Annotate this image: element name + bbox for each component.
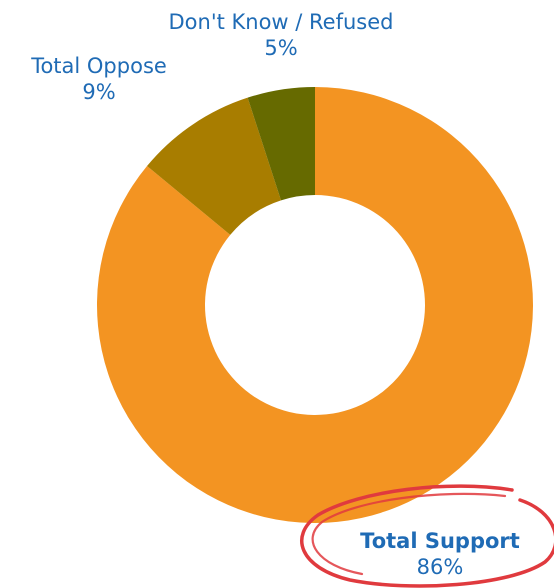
slice-label-total-support-name: Total Support <box>360 529 520 553</box>
slice-total-support <box>96 87 534 523</box>
slice-label-dont-know: Don't Know / Refused 5% <box>148 9 414 61</box>
slice-label-dont-know-name: Don't Know / Refused <box>168 10 394 34</box>
slice-label-total-oppose-name: Total Oppose <box>31 54 167 78</box>
highlight-circle-stroke-inner <box>311 492 507 576</box>
slice-label-total-oppose: Total Oppose 9% <box>4 53 194 105</box>
slice-label-total-support-value: 86% <box>416 555 464 579</box>
slice-label-dont-know-value: 5% <box>264 36 298 60</box>
slice-label-total-oppose-value: 9% <box>82 80 116 104</box>
slice-label-total-support: Total Support 86% <box>340 528 540 580</box>
slice-total-oppose <box>147 97 282 235</box>
highlight-circle-stroke <box>300 484 554 588</box>
slice-don-t-know-refused <box>247 87 315 201</box>
